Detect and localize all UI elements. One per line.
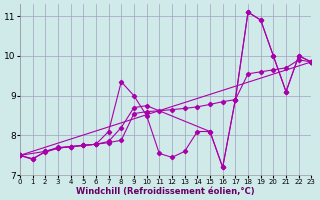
X-axis label: Windchill (Refroidissement éolien,°C): Windchill (Refroidissement éolien,°C) xyxy=(76,187,255,196)
